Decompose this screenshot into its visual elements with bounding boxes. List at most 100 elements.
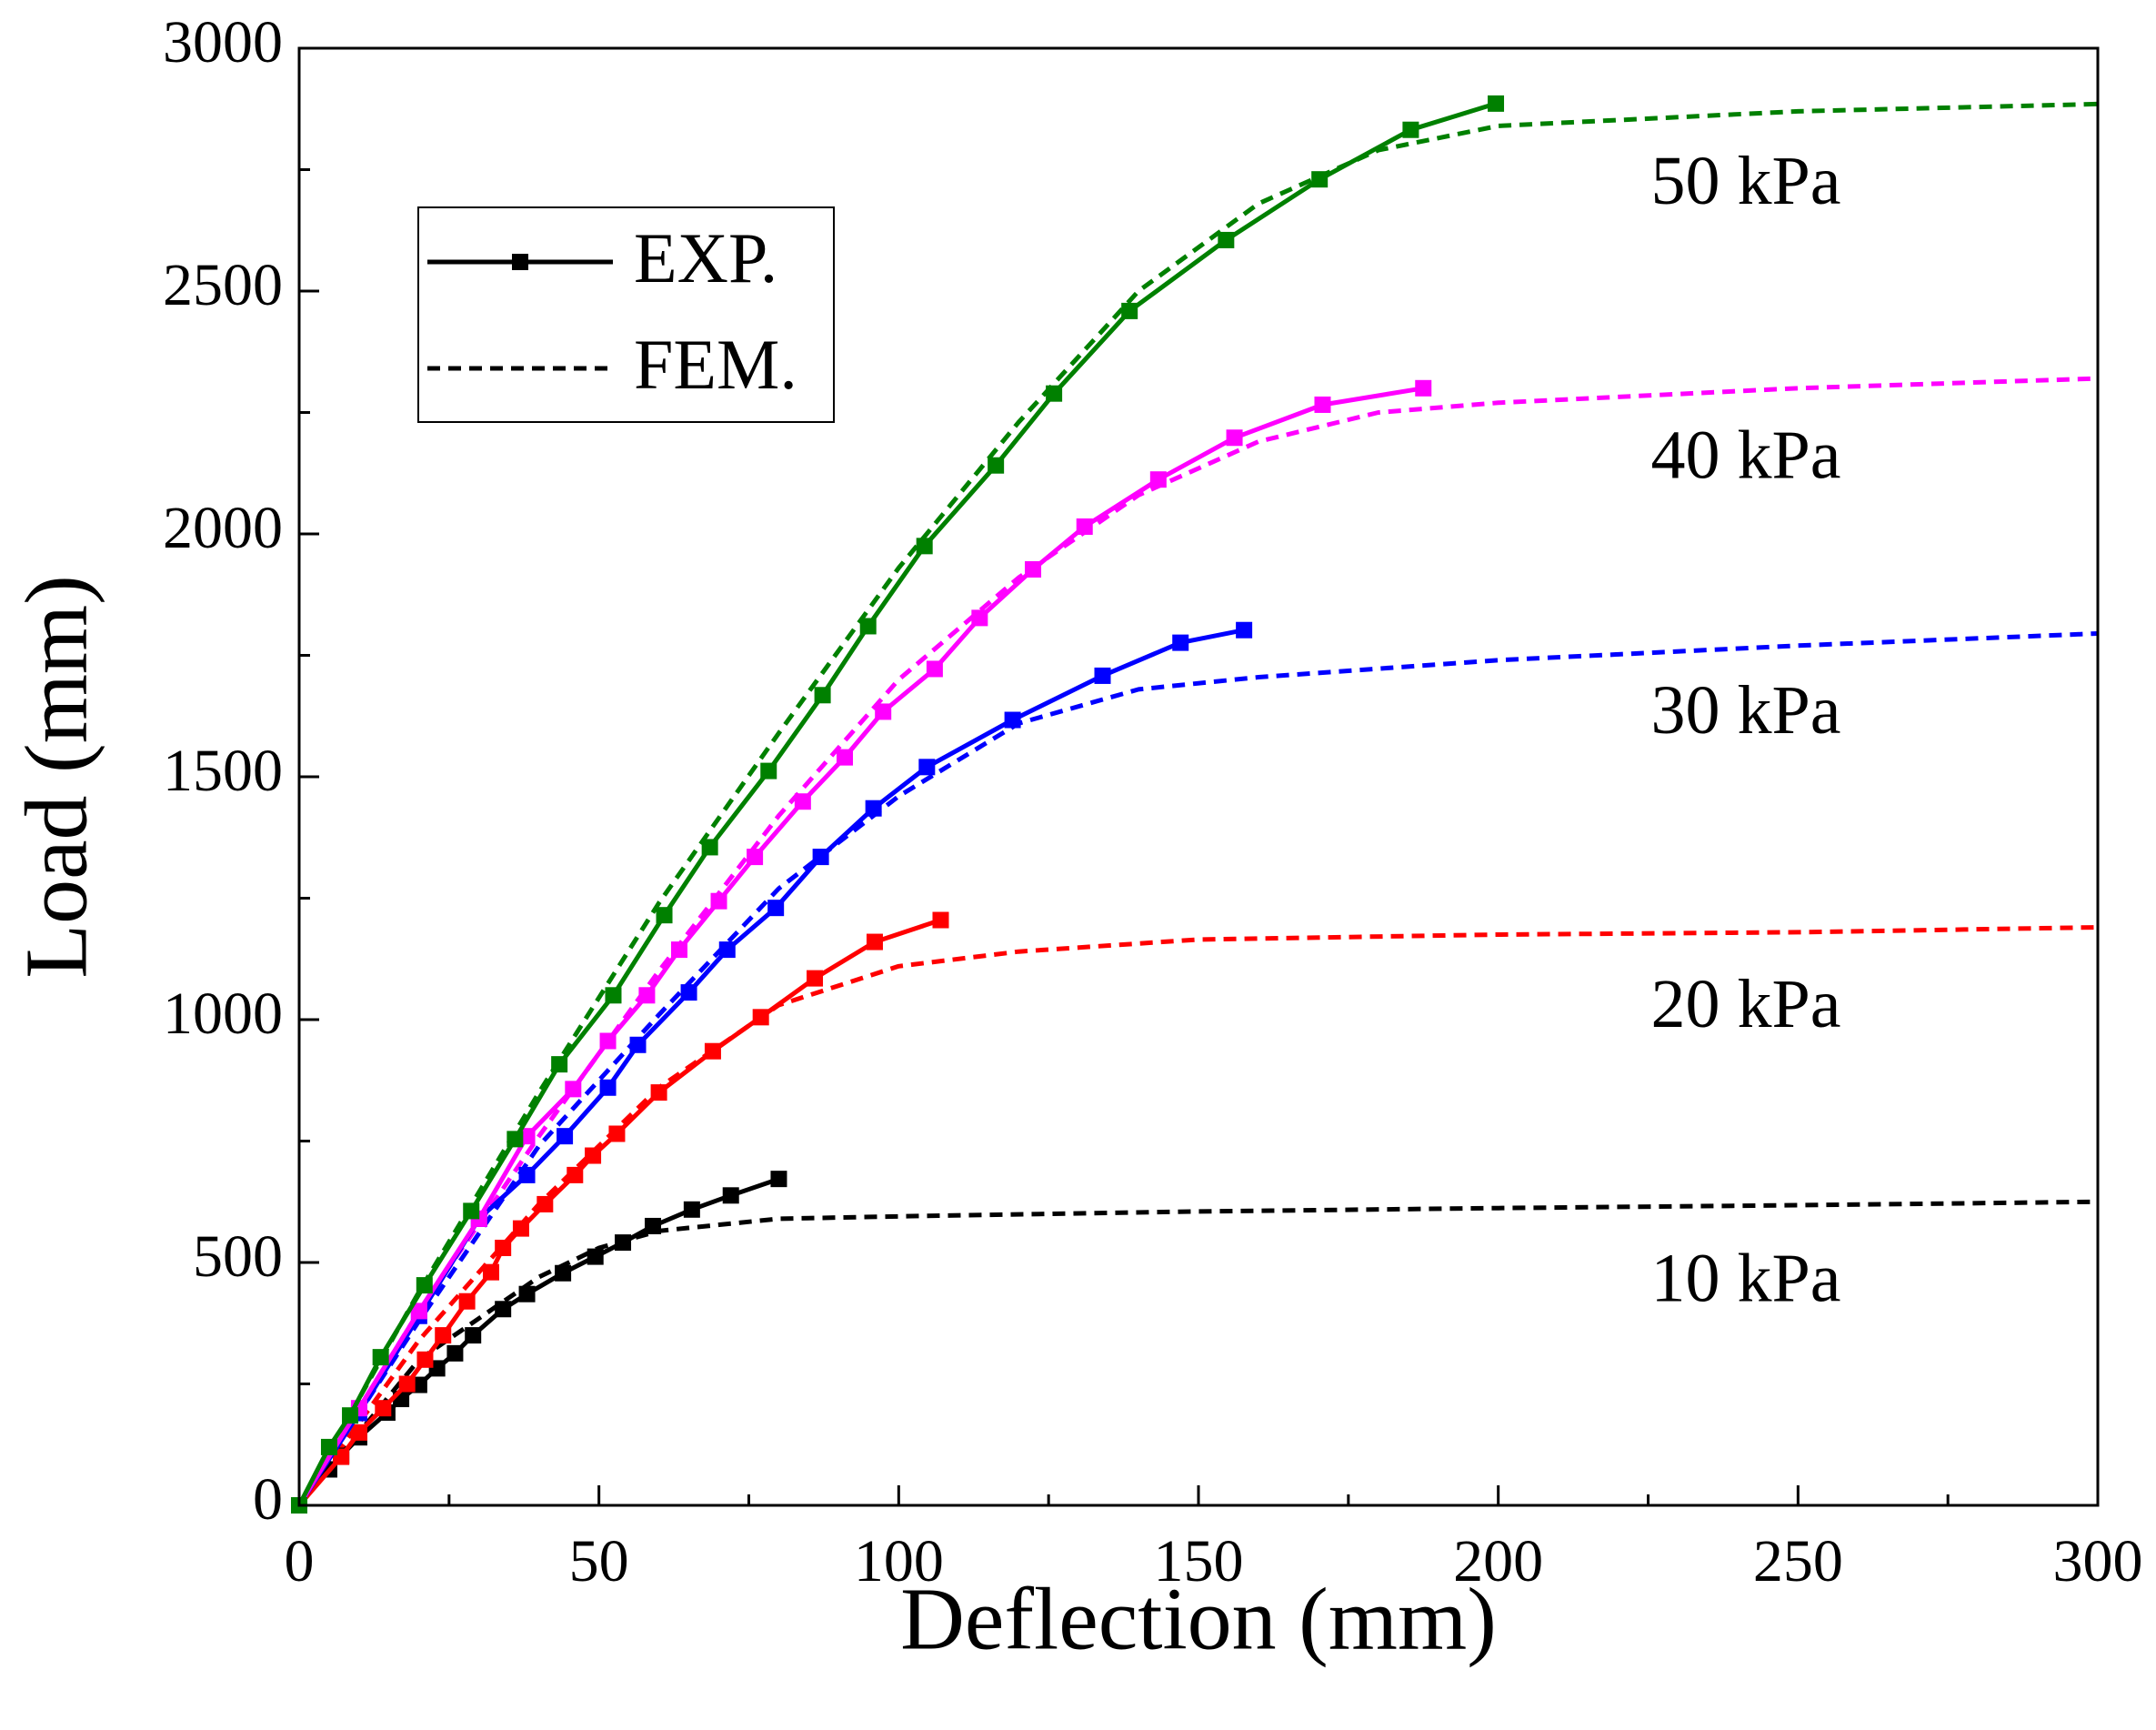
series-label: 40 kPa xyxy=(1651,417,1841,494)
exp-marker xyxy=(375,1400,392,1417)
exp-line xyxy=(296,386,1424,1507)
exp-marker xyxy=(1226,429,1243,447)
y-tick-label: 2500 xyxy=(163,252,283,318)
exp-marker xyxy=(918,759,936,776)
exp-marker xyxy=(718,941,736,959)
exp-marker xyxy=(372,1349,389,1366)
exp-marker xyxy=(767,900,785,917)
exp-marker xyxy=(926,660,943,678)
exp-marker xyxy=(1149,471,1167,488)
exp-marker xyxy=(866,933,883,950)
exp-marker xyxy=(794,793,811,810)
exp-marker xyxy=(671,941,688,959)
exp-marker xyxy=(650,1084,667,1101)
y-axis-label: Load (mm) xyxy=(7,575,105,979)
exp-marker xyxy=(836,749,853,766)
exp-marker xyxy=(645,1217,662,1234)
x-tick-label: 50 xyxy=(569,1528,629,1594)
series-label: 20 kPa xyxy=(1651,966,1841,1042)
exp-marker xyxy=(458,1292,476,1310)
exp-marker xyxy=(557,1128,574,1145)
fem-line xyxy=(296,101,2099,1507)
plot-frame xyxy=(297,46,2100,1507)
exp-marker xyxy=(585,1147,602,1164)
exp-marker xyxy=(599,1079,617,1096)
legend-label: FEM. xyxy=(634,325,797,404)
exp-marker xyxy=(587,1248,604,1265)
exp-marker xyxy=(350,1423,367,1441)
exp-marker xyxy=(446,1344,464,1362)
exp-marker xyxy=(747,849,764,866)
exp-marker xyxy=(1172,634,1189,651)
exp-marker xyxy=(680,984,697,1001)
exp-marker xyxy=(567,1166,584,1183)
legend-marker xyxy=(512,254,528,270)
fem-line xyxy=(297,1199,2099,1507)
exp-marker xyxy=(495,1301,512,1318)
exp-marker xyxy=(536,1195,554,1212)
exp-marker xyxy=(814,687,831,704)
exp-marker xyxy=(342,1407,359,1424)
exp-marker xyxy=(704,1042,721,1060)
exp-marker xyxy=(465,1327,482,1344)
exp-marker xyxy=(463,1202,480,1220)
exp-marker xyxy=(971,609,988,627)
exp-marker xyxy=(683,1201,700,1218)
series-label: 10 kPa xyxy=(1651,1241,1841,1317)
exp-marker xyxy=(638,987,656,1004)
exp-marker xyxy=(875,703,892,720)
exp-marker xyxy=(605,987,622,1004)
exp-marker xyxy=(615,1234,632,1252)
exp-marker xyxy=(916,538,933,555)
exp-marker xyxy=(416,1351,434,1368)
exp-marker xyxy=(398,1375,416,1393)
fem-line xyxy=(296,376,2099,1507)
x-tick-label: 100 xyxy=(854,1528,944,1594)
fem-line xyxy=(296,631,2099,1507)
exp-marker xyxy=(701,839,718,856)
exp-marker xyxy=(512,1220,529,1237)
exp-marker xyxy=(1121,302,1138,319)
exp-marker xyxy=(1402,121,1419,138)
exp-marker xyxy=(1025,560,1042,578)
exp-marker xyxy=(1311,171,1329,188)
x-tick-label: 150 xyxy=(1154,1528,1244,1594)
exp-marker xyxy=(1314,396,1331,413)
exp-marker xyxy=(1076,518,1093,535)
exp-marker xyxy=(656,907,673,924)
exp-marker xyxy=(710,892,727,910)
exp-marker xyxy=(495,1239,512,1256)
exp-marker xyxy=(1236,621,1253,639)
exp-marker xyxy=(770,1171,787,1188)
exp-marker xyxy=(482,1263,499,1281)
exp-marker xyxy=(629,1036,647,1053)
legend-box xyxy=(417,206,835,423)
x-axis-label: Deflection (mm) xyxy=(900,1570,1497,1668)
exp-marker xyxy=(1094,667,1111,684)
exp-marker xyxy=(1415,379,1432,397)
exp-marker xyxy=(551,1056,568,1073)
exp-marker xyxy=(435,1327,452,1344)
exp-marker xyxy=(1488,95,1505,112)
exp-marker xyxy=(1004,711,1021,729)
y-tick-label: 1000 xyxy=(163,981,283,1047)
y-tick-label: 1500 xyxy=(163,738,283,804)
exp-marker xyxy=(506,1131,524,1148)
exp-marker xyxy=(608,1125,626,1142)
exp-marker xyxy=(859,618,877,635)
series-label: 50 kPa xyxy=(1651,143,1841,219)
y-tick-label: 3000 xyxy=(163,9,283,75)
y-tick-label: 2000 xyxy=(163,495,283,561)
x-tick-label: 0 xyxy=(285,1528,315,1594)
exp-marker xyxy=(565,1081,582,1098)
exp-marker xyxy=(752,1009,769,1026)
exp-marker xyxy=(760,762,777,780)
exp-marker xyxy=(320,1438,337,1455)
exp-marker xyxy=(599,1032,617,1050)
exp-marker xyxy=(1046,385,1063,402)
exp-marker xyxy=(555,1264,572,1282)
y-tick-label: 500 xyxy=(193,1223,283,1290)
x-tick-label: 200 xyxy=(1453,1528,1543,1594)
exp-line xyxy=(296,101,1497,1507)
